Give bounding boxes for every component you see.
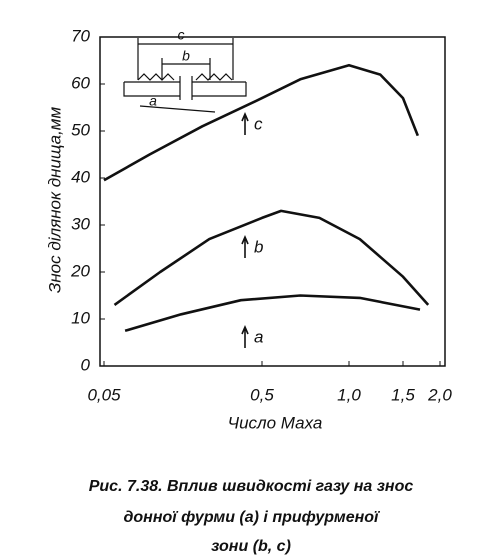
series-label: c [254, 114, 263, 133]
y-tick-label: 30 [71, 214, 90, 233]
inset-diagram [123, 38, 247, 113]
series-label: b [254, 237, 263, 256]
x-axis-label: Число Маха [228, 413, 323, 432]
y-tick-label: 60 [71, 73, 90, 92]
y-tick-label: 0 [81, 355, 91, 374]
y-tick-label: 20 [70, 261, 90, 280]
y-tick-label: 70 [71, 26, 90, 45]
line [113, 209, 430, 306]
x-tick-label: 2,0 [427, 385, 452, 404]
inset-label: b [182, 48, 190, 64]
y-axis-label: Знос ділянок днища,мм [45, 107, 64, 294]
arrow [241, 324, 249, 348]
inset-label: a [149, 93, 157, 109]
line [124, 294, 421, 333]
y-tick-label: 40 [71, 167, 90, 186]
series-label: a [254, 327, 263, 346]
x-tick-label: 1,0 [337, 385, 361, 404]
arrow [241, 234, 249, 258]
x-tick-label: 1,5 [391, 385, 415, 404]
y-tick-label: 50 [71, 120, 90, 139]
plot-frame [99, 36, 446, 367]
arrow [241, 111, 249, 135]
caption: донної фурми (а) і прифурменої [124, 509, 382, 526]
y-tick-label: 10 [71, 308, 90, 327]
x-tick-label: 0,05 [87, 385, 121, 404]
caption: зони (b, c) [211, 538, 291, 555]
x-tick-label: 0,5 [250, 385, 274, 404]
inset-label: c [178, 27, 185, 43]
caption: Рис. 7.38. Вплив швидкості газу на знос [89, 478, 414, 495]
line [103, 63, 420, 182]
